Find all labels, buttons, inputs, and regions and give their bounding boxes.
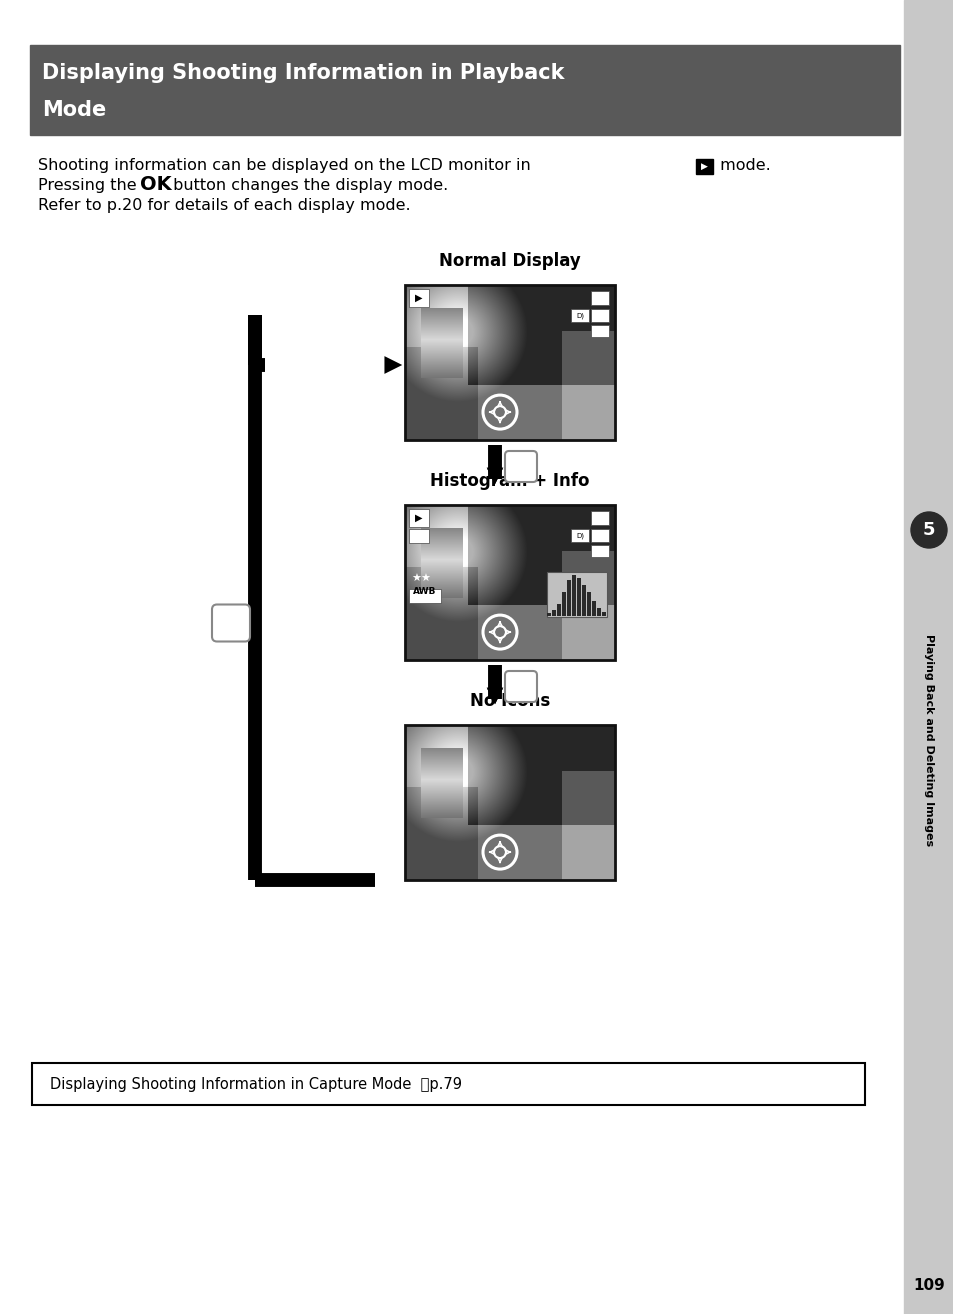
- Text: ★★: ★★: [411, 574, 431, 585]
- Bar: [571, 530, 588, 541]
- Text: 109: 109: [912, 1277, 943, 1293]
- FancyBboxPatch shape: [504, 451, 537, 482]
- Bar: [567, 581, 571, 615]
- Bar: [547, 614, 551, 615]
- Bar: [562, 591, 566, 615]
- Bar: [577, 578, 581, 615]
- Bar: [903, 0, 953, 1314]
- Text: Displaying Shooting Information in Playback: Displaying Shooting Information in Playb…: [42, 63, 564, 83]
- FancyBboxPatch shape: [212, 604, 250, 641]
- Text: OK: OK: [140, 175, 172, 194]
- Bar: [587, 591, 591, 615]
- Text: button changes the display mode.: button changes the display mode.: [168, 177, 448, 193]
- Bar: [552, 611, 556, 615]
- Text: ▶: ▶: [700, 162, 707, 171]
- Bar: [590, 309, 608, 322]
- Text: Normal Display: Normal Display: [438, 252, 580, 269]
- Bar: [405, 725, 615, 880]
- Bar: [590, 545, 608, 557]
- Text: Pressing the: Pressing the: [38, 177, 142, 193]
- Bar: [597, 608, 601, 615]
- Text: 5: 5: [922, 520, 934, 539]
- Bar: [32, 1063, 864, 1105]
- Bar: [409, 589, 440, 603]
- Text: ▶: ▶: [415, 293, 422, 304]
- Bar: [405, 505, 615, 660]
- Bar: [409, 289, 429, 307]
- Bar: [602, 612, 606, 615]
- Bar: [590, 511, 608, 526]
- Bar: [405, 285, 615, 440]
- Bar: [546, 572, 606, 616]
- Bar: [590, 325, 608, 336]
- Text: No Icons: No Icons: [470, 692, 550, 710]
- Bar: [582, 585, 586, 615]
- Text: Shooting information can be displayed on the LCD monitor in: Shooting information can be displayed on…: [38, 158, 530, 173]
- Text: AWB: AWB: [413, 587, 436, 597]
- Bar: [30, 45, 899, 135]
- Text: D): D): [576, 532, 583, 539]
- Text: mode.: mode.: [714, 158, 770, 173]
- Text: Refer to p.20 for details of each display mode.: Refer to p.20 for details of each displa…: [38, 198, 410, 213]
- Text: ▶: ▶: [415, 512, 422, 523]
- Text: Displaying Shooting Information in Capture Mode  ⑆p.79: Displaying Shooting Information in Captu…: [50, 1076, 461, 1092]
- Bar: [696, 159, 712, 173]
- Bar: [557, 603, 561, 615]
- Bar: [572, 574, 576, 615]
- Circle shape: [910, 512, 946, 548]
- Bar: [592, 600, 596, 615]
- Bar: [590, 290, 608, 305]
- Bar: [409, 509, 429, 527]
- Bar: [571, 309, 588, 322]
- FancyBboxPatch shape: [504, 671, 537, 702]
- Text: D): D): [576, 313, 583, 319]
- Text: Playing Back and Deleting Images: Playing Back and Deleting Images: [923, 633, 933, 846]
- Text: Mode: Mode: [42, 100, 106, 120]
- Text: Histogram + Info: Histogram + Info: [430, 472, 589, 490]
- Bar: [409, 530, 429, 543]
- Bar: [590, 530, 608, 541]
